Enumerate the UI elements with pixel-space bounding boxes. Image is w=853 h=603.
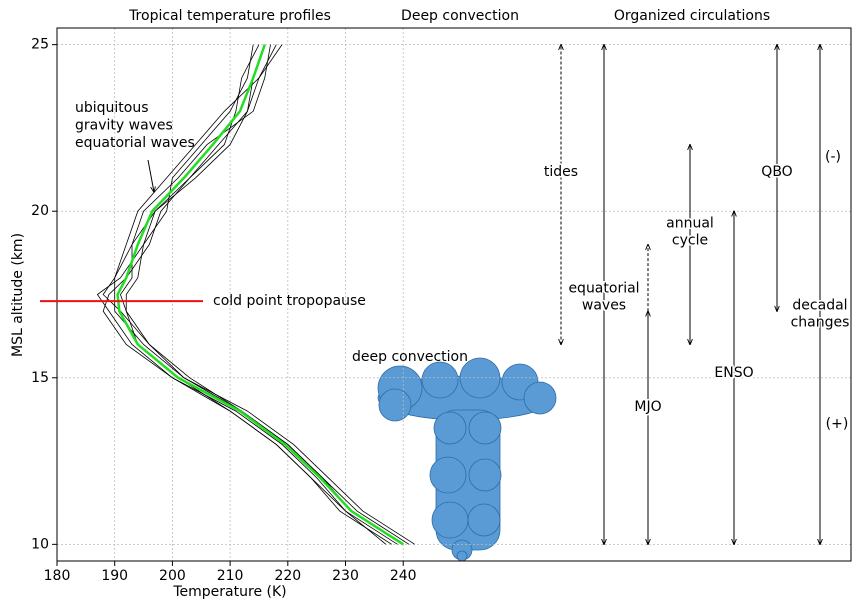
profile-line (102, 44, 415, 545)
annotation-arrow (147, 159, 154, 192)
x-tick-label: 220 (274, 568, 301, 584)
sign-label: (-) (825, 149, 841, 165)
x-tick-label: 180 (44, 568, 71, 584)
range-label: tides (544, 164, 578, 180)
y-tick-label: 20 (31, 203, 49, 219)
x-tick-label: 190 (101, 568, 128, 584)
range-label: changes (791, 315, 850, 331)
range-label: ENSO (714, 365, 753, 381)
profile-line (125, 44, 387, 545)
y-tick-label: 25 (31, 37, 49, 53)
waves-annotation: gravity waves (75, 118, 173, 134)
range-label: annual (666, 216, 714, 232)
waves-annotation: equatorial waves (75, 135, 195, 151)
range-label: waves (582, 298, 626, 314)
y-axis-label: MSL altitude (km) (10, 233, 26, 357)
range-label: decadal (792, 298, 847, 314)
plot-frame (56, 27, 852, 562)
x-tick-label: 230 (332, 568, 359, 584)
profile-line (114, 44, 404, 545)
profile-line (116, 44, 404, 546)
range-label: MJO (634, 399, 661, 415)
convection-label: deep convection (352, 349, 468, 365)
x-tick-label: 240 (390, 568, 417, 584)
range-label: cycle (672, 233, 708, 249)
x-axis-label: Temperature (K) (172, 584, 286, 600)
x-tick-label: 210 (217, 568, 244, 584)
x-tick-label: 200 (159, 568, 186, 584)
panel-header: Deep convection (401, 8, 519, 24)
range-label: QBO (761, 164, 792, 180)
panel-header: Tropical temperature profiles (128, 8, 331, 24)
waves-annotation: ubiquitous (75, 100, 149, 116)
panel-header: Organized circulations (614, 8, 770, 24)
tropopause-label: cold point tropopause (213, 293, 366, 309)
y-tick-label: 15 (31, 370, 49, 386)
range-label: equatorial (568, 281, 639, 297)
cloud (377, 357, 557, 562)
y-tick-label: 10 (31, 536, 49, 552)
sign-label: (+) (826, 416, 849, 432)
